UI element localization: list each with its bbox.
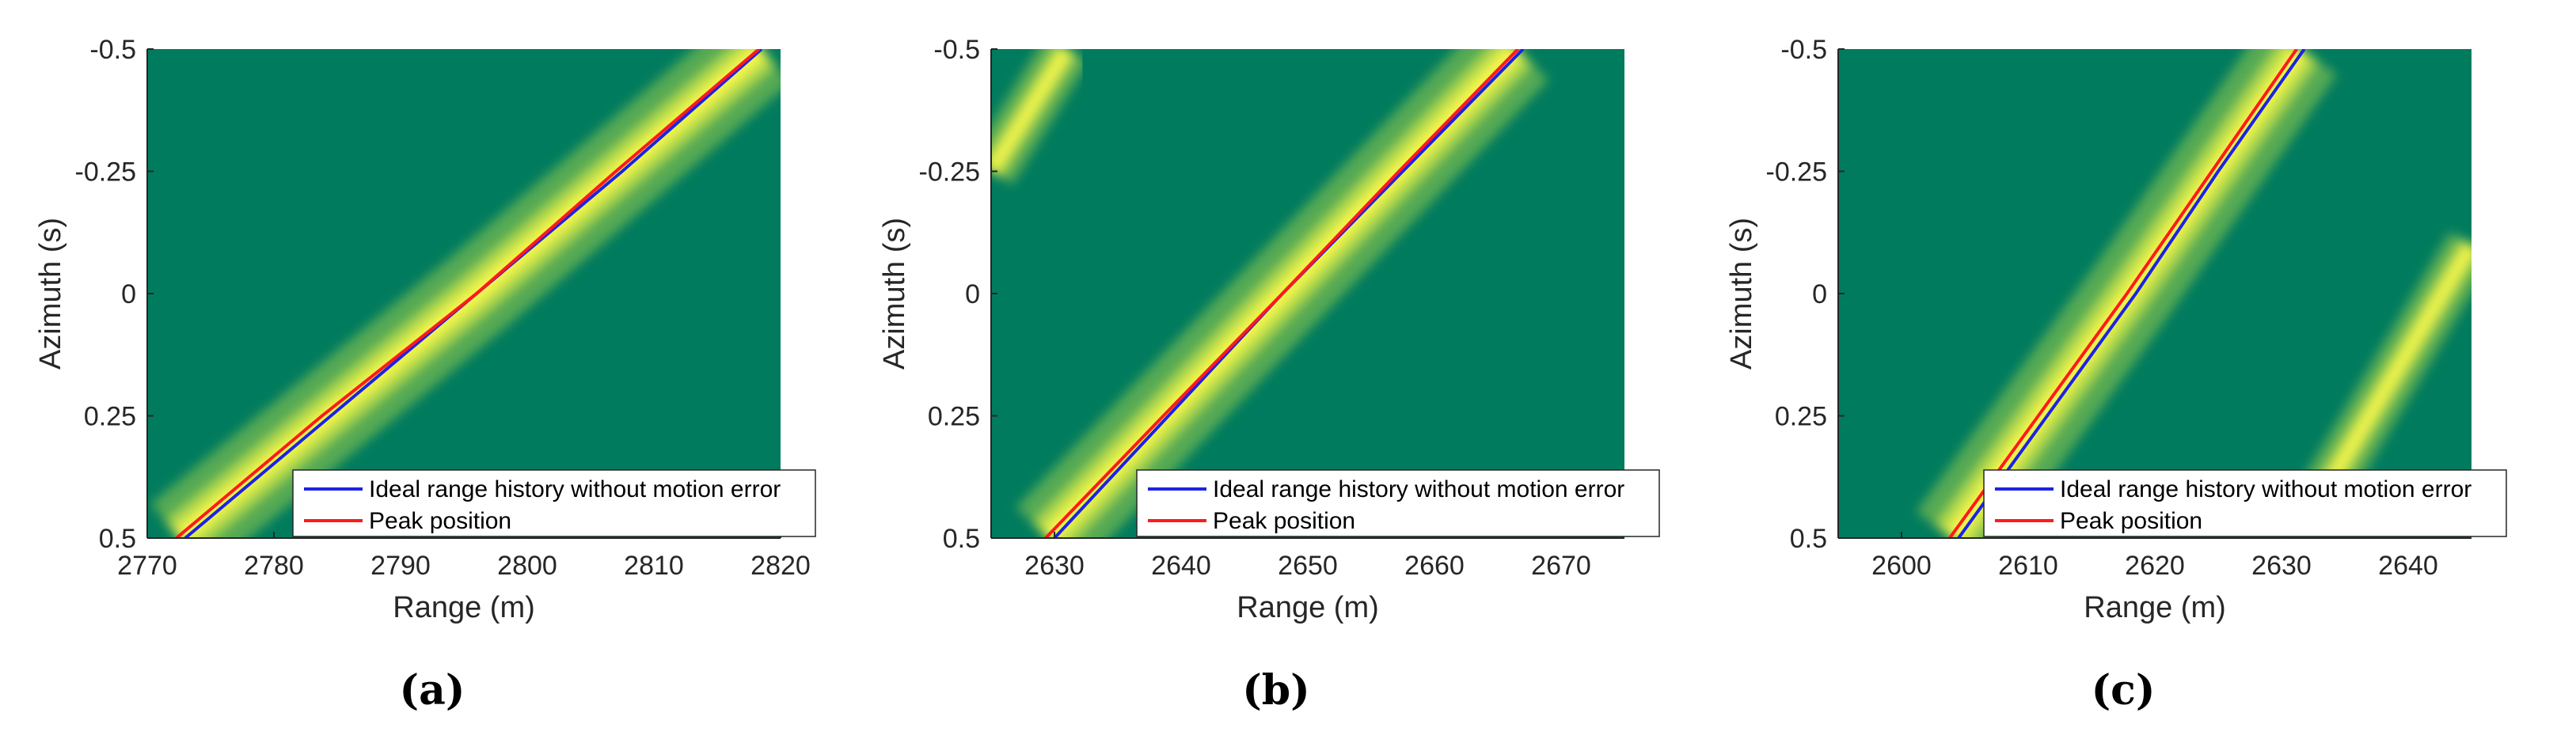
x-tick-label: 2650 xyxy=(1278,551,1338,581)
x-tick-label: 2600 xyxy=(1871,551,1932,581)
echo-band-main xyxy=(1916,49,2337,538)
y-tick-label: 0 xyxy=(121,279,136,309)
x-tick-label: 2630 xyxy=(2251,551,2312,581)
x-tick-label: 2610 xyxy=(1998,551,2058,581)
legend-label: Ideal range history without motion error xyxy=(2060,476,2472,502)
y-tick-label: -0.25 xyxy=(75,157,137,188)
echo-band-adjacent xyxy=(2304,231,2472,502)
y-tick-label: -0.5 xyxy=(933,35,980,65)
legend-label: Ideal range history without motion error xyxy=(1213,476,1624,502)
y-tick-label: -0.25 xyxy=(1766,157,1828,188)
y-tick-label: -0.5 xyxy=(1780,35,1827,65)
plot-area xyxy=(1916,49,2472,538)
y-axis-label: Azimuth (s) xyxy=(878,218,911,370)
legend: Ideal range history without motion error… xyxy=(1983,469,2507,537)
x-axis-label: Range (m) xyxy=(2084,591,2226,624)
x-tick-label: 2770 xyxy=(117,551,177,581)
y-tick-label: 0.25 xyxy=(84,402,136,432)
series-peak-position xyxy=(1044,49,1520,538)
panel-label: (a) xyxy=(400,666,465,715)
series-ideal-range-history xyxy=(1957,49,2306,538)
x-tick-label: 2660 xyxy=(1404,551,1465,581)
x-tick-label: 2640 xyxy=(2378,551,2438,581)
x-tick-label: 2790 xyxy=(370,551,431,581)
y-tick-label: -0.25 xyxy=(919,157,981,188)
y-tick-label: 0 xyxy=(1812,279,1827,309)
x-tick-label: 2620 xyxy=(2125,551,2185,581)
legend-label: Peak position xyxy=(1213,508,1355,534)
x-tick-label: 2810 xyxy=(624,551,684,581)
legend-label: Ideal range history without motion error xyxy=(369,476,781,502)
panel-a: 2770 2780 2790 2800 2810 2820 -0.5 -0.25 0 0.25 0.… xyxy=(34,35,816,715)
legend-label: Peak position xyxy=(369,508,511,534)
legend: Ideal range history without motion error… xyxy=(1136,469,1660,537)
x-tick-label: 2800 xyxy=(497,551,557,581)
y-tick-label: 0.25 xyxy=(1775,402,1827,432)
plot-area xyxy=(150,49,781,538)
x-tick-label: 2820 xyxy=(750,551,811,581)
series-peak-position xyxy=(1948,49,2298,538)
y-axis-label: Azimuth (s) xyxy=(34,218,67,370)
y-tick-label: 0.5 xyxy=(99,524,136,554)
panel-b: 2630 2640 2650 2660 2670 -0.5 -0.25 0 0.25 0.5 Ran… xyxy=(878,35,1660,715)
y-tick-label: 0.5 xyxy=(1790,524,1827,554)
y-tick-label: 0.5 xyxy=(943,524,980,554)
panel-label: (b) xyxy=(1242,666,1310,715)
x-tick-label: 2630 xyxy=(1024,551,1085,581)
y-axis-label: Azimuth (s) xyxy=(1725,218,1758,370)
y-tick-label: -0.5 xyxy=(89,35,136,65)
plot-area xyxy=(991,49,1549,538)
y-tick-label: 0 xyxy=(965,279,980,309)
x-tick-label: 2670 xyxy=(1531,551,1591,581)
legend-box xyxy=(1136,469,1660,537)
panel-c: 2600 2610 2620 2630 2640 -0.5 -0.25 0 0.25 0.5 Ran… xyxy=(1725,35,2507,715)
y-tick-label: 0.25 xyxy=(928,402,980,432)
legend-box xyxy=(292,469,816,537)
x-axis-label: Range (m) xyxy=(1237,591,1379,624)
x-axis-label: Range (m) xyxy=(393,591,535,624)
series-peak-position xyxy=(175,49,761,538)
legend: Ideal range history without motion error… xyxy=(292,469,816,537)
echo-band-adjacent xyxy=(991,49,1089,185)
legend-box xyxy=(1983,469,2507,537)
panel-label: (c) xyxy=(2092,666,2156,715)
x-tick-label: 2640 xyxy=(1151,551,1211,581)
legend-label: Peak position xyxy=(2060,508,2202,534)
x-tick-label: 2780 xyxy=(244,551,304,581)
